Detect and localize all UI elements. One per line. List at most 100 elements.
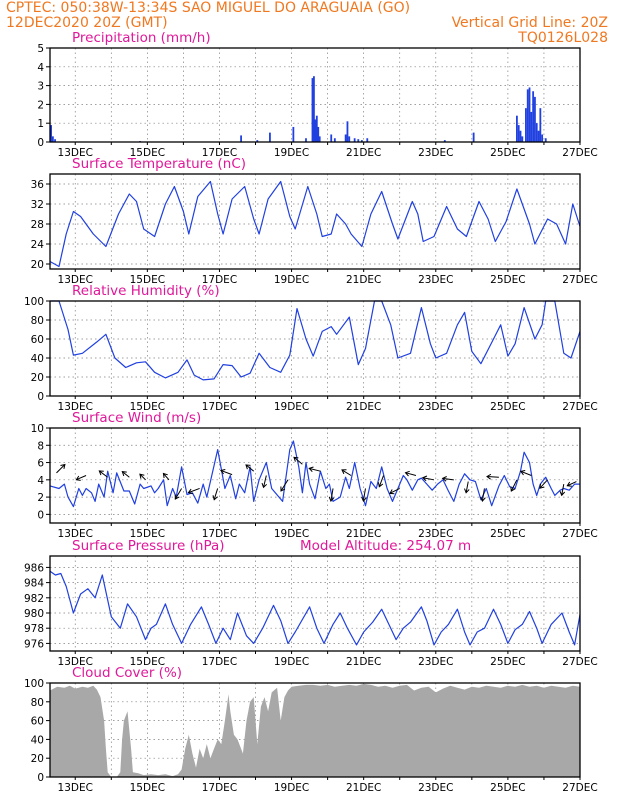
x-tick-label: 19DEC [274, 528, 309, 540]
wind-arrow-shaft [561, 484, 565, 496]
wind-arrow-shaft [378, 475, 384, 487]
precip-bar [330, 134, 333, 142]
wind-arrow [212, 488, 219, 501]
x-tick-label: 27DEC [562, 147, 597, 159]
precip-bar [541, 134, 544, 142]
panel-frame [49, 682, 581, 778]
cloud-cover-area [50, 683, 580, 777]
y-tick-label: 24 [31, 239, 45, 251]
wind-arrow-shaft [422, 477, 435, 481]
wind-arrow-head [566, 481, 572, 487]
panel-title: Surface Temperature (nC) [72, 156, 246, 172]
y-tick-label: 0 [37, 391, 44, 403]
precip-bar [353, 138, 356, 142]
wind-arrow [404, 470, 417, 477]
wind-arrow [220, 469, 233, 476]
wind-arrow-shaft [405, 472, 417, 476]
wind-arrow-shaft [163, 473, 170, 481]
x-tick-label: 21DEC [346, 274, 381, 286]
wind-arrow-shaft [76, 475, 87, 481]
y-tick-label: 4 [37, 475, 44, 487]
x-tick-label: 15DEC [130, 147, 165, 159]
wind-arrow-head [519, 470, 526, 476]
wind-arrow-shaft [188, 487, 200, 494]
wind-arrow-head [162, 472, 168, 479]
precip-bar [240, 135, 242, 142]
wind-arrow-head [404, 470, 410, 477]
x-tick-label: 19DEC [274, 401, 309, 413]
wind-arrow-head [441, 476, 447, 482]
wind-arrow-head [559, 491, 566, 497]
wind-arrow-shaft [520, 470, 532, 476]
y-tick-label: 80 [31, 697, 44, 709]
precip-bar [519, 130, 522, 142]
x-tick-label: 23DEC [418, 274, 453, 286]
y-tick-label: 4 [37, 62, 44, 74]
y-tick-label: 0 [37, 509, 44, 521]
x-tick-label: 13DEC [58, 274, 93, 286]
y-tick-label: 3 [37, 81, 44, 93]
y-tick-label: 980 [24, 608, 44, 620]
wind-arrow-head [308, 466, 314, 472]
wind-arrow [421, 475, 435, 482]
wind-arrow-head [293, 456, 299, 462]
y-tick-label: 60 [31, 716, 44, 728]
y-tick-label: 80 [31, 315, 44, 327]
precip-bar [317, 126, 320, 142]
wind-arrow-shaft [486, 476, 499, 478]
wind-arrow-head [328, 496, 335, 503]
x-tick-label: 23DEC [418, 528, 453, 540]
y-tick-label: 978 [24, 623, 44, 635]
y-tick-label: 36 [31, 179, 45, 191]
rh-series-line [50, 300, 581, 381]
precip-bar [315, 115, 318, 142]
x-tick-label: 21DEC [346, 147, 381, 159]
y-tick-label: 982 [24, 593, 44, 605]
wind-arrow-shaft [330, 488, 334, 502]
x-tick-label: 27DEC [562, 528, 597, 540]
wind-arrow [389, 488, 400, 495]
y-tick-label: 986 [24, 562, 44, 574]
x-tick-label: 19DEC [274, 656, 309, 668]
x-tick-label: 27DEC [562, 656, 597, 668]
y-tick-label: 8 [37, 440, 44, 452]
precip-bar [517, 125, 520, 142]
x-tick-label: 25DEC [490, 274, 525, 286]
wind-arrow-head [98, 470, 104, 476]
panel-title: Relative Humidity (%) [72, 283, 220, 299]
chart-panels: Precipitation (mm/h) 0 1 2 3 4 5 13DEC 15DEC 17DE… [24, 30, 598, 794]
x-tick-label: 17DEC [202, 274, 237, 286]
y-tick-label: 20 [31, 753, 44, 765]
y-tick-label: 1 [37, 118, 44, 130]
wind-arrow [121, 471, 130, 478]
wind-arrow [75, 475, 87, 481]
y-tick-label: 28 [31, 219, 44, 231]
precip-bar [360, 140, 363, 142]
x-tick-label: 15DEC [130, 528, 165, 540]
wind-arrow-head [261, 482, 268, 489]
pres-series-line [49, 570, 581, 646]
wind-arrow [377, 475, 384, 488]
wind-arrow-shaft [220, 469, 233, 476]
x-tick-label: 19DEC [274, 147, 309, 159]
panel-subtitle: Model Altitude: 254.07 m [300, 538, 471, 554]
wind-arrow-head [510, 486, 516, 492]
y-tick-label: 976 [24, 638, 44, 650]
x-tick-label: 13DEC [58, 147, 93, 159]
wind-arrow-shaft [245, 464, 255, 472]
x-tick-label: 25DEC [490, 528, 525, 540]
precip-bar [443, 140, 446, 142]
panel-title: Precipitation (mm/h) [72, 30, 211, 46]
x-tick-label: 25DEC [490, 147, 525, 159]
precip-bar [344, 134, 347, 142]
wind-arrow-shaft [362, 488, 366, 502]
precip-bar [532, 91, 535, 142]
x-tick-label: 13DEC [58, 528, 93, 540]
precip-bar [318, 136, 321, 142]
precip-bar [537, 130, 540, 142]
panel-title: Surface Pressure (hPa) [72, 538, 225, 554]
precip-bar [348, 136, 351, 142]
wind-arrow [328, 488, 335, 503]
wind-arrow [162, 472, 170, 481]
wind-arrow [56, 463, 66, 474]
